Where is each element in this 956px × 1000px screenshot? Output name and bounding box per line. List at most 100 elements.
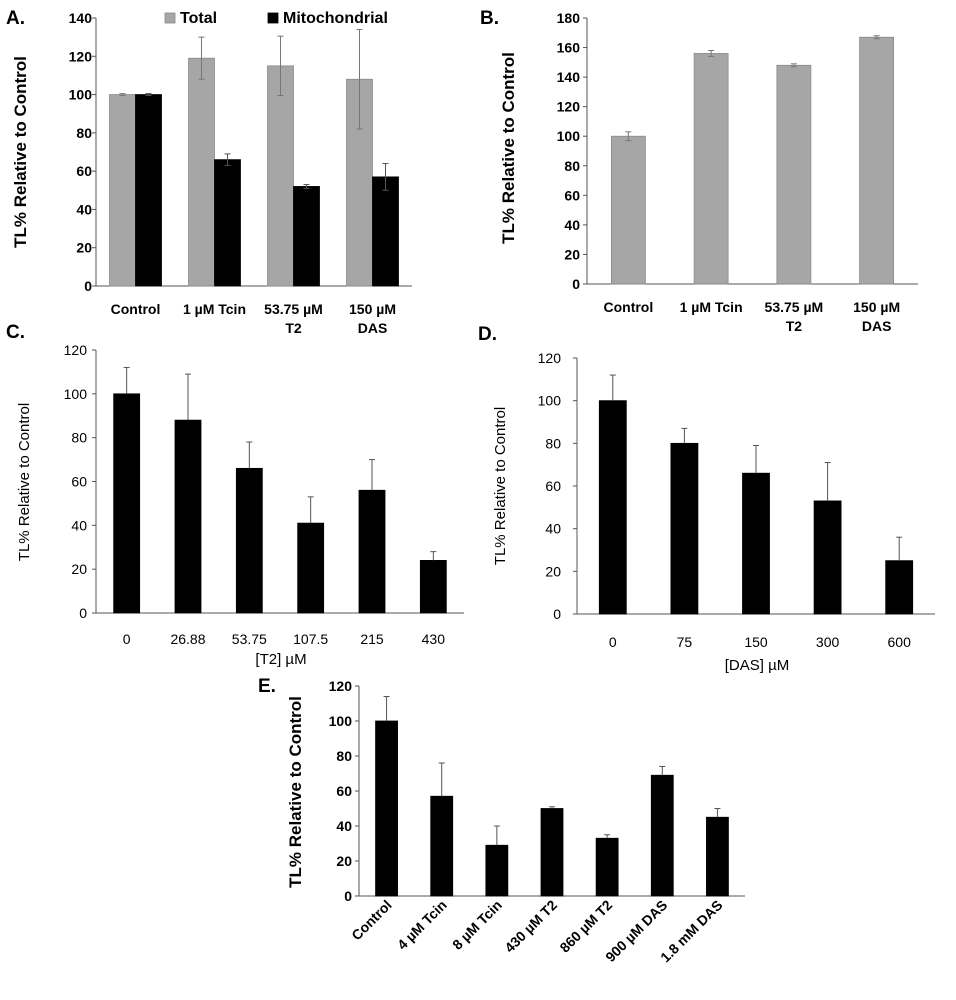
x-axis-label: [DAS] µM (725, 657, 789, 674)
y-tick-label: 20 (71, 561, 87, 577)
y-tick-label: 40 (545, 521, 561, 537)
bar (135, 94, 162, 287)
x-tick-label: 150 µM (853, 299, 900, 315)
y-tick-label: 80 (336, 748, 352, 764)
bar (375, 720, 398, 897)
y-tick-label: 60 (76, 163, 92, 179)
x-tick-label: 300 (816, 634, 840, 650)
y-tick-label: 160 (557, 40, 581, 56)
y-tick-label: 0 (344, 888, 352, 904)
bar (419, 560, 447, 614)
panel-label: E. (258, 676, 276, 697)
y-tick-label: 20 (545, 563, 561, 579)
bar (358, 489, 386, 614)
x-tick-label: 430 µM T2 (501, 897, 560, 956)
y-tick-label: 80 (76, 125, 92, 141)
y-tick-label: 120 (329, 678, 353, 694)
y-tick-label: 40 (564, 217, 580, 233)
y-axis-label: TL% Relative to Control (16, 403, 33, 561)
y-tick-label: 0 (79, 605, 87, 621)
y-tick-label: 100 (329, 713, 353, 729)
legend-swatch (267, 12, 279, 24)
y-tick-label: 80 (545, 435, 561, 451)
x-tick-label: 0 (123, 631, 131, 647)
x-tick-label: 150 (744, 634, 768, 650)
y-tick-label: 20 (336, 853, 352, 869)
y-tick-label: 0 (84, 278, 92, 294)
bar (372, 176, 399, 287)
y-tick-label: 0 (553, 606, 561, 622)
y-tick-label: 120 (69, 48, 93, 64)
panel-label: A. (6, 8, 25, 29)
bar (540, 808, 564, 897)
y-tick-label: 20 (564, 246, 580, 262)
y-tick-label: 120 (557, 99, 581, 115)
x-axis-label: [T2] µM (255, 651, 306, 668)
bar (267, 65, 294, 287)
y-tick-label: 60 (545, 478, 561, 494)
bar (670, 442, 699, 615)
x-tick-label: DAS (358, 320, 388, 336)
y-tick-label: 100 (64, 386, 88, 402)
y-tick-label: 80 (564, 158, 580, 174)
bar (109, 94, 136, 287)
bar (297, 522, 325, 614)
bar (742, 472, 770, 615)
x-tick-label: T2 (285, 320, 302, 336)
y-tick-label: 100 (557, 128, 581, 144)
chart-panel-b: B. 0 20 40 60 80 100 120 140 160 180 TL% Relative t… (480, 8, 918, 334)
bar (235, 467, 263, 614)
x-tick-label: 53.75 µM (264, 301, 323, 317)
x-tick-label: Control (348, 897, 395, 944)
bar (598, 400, 627, 615)
panel-label: B. (480, 8, 499, 29)
y-axis-label: TL% Relative to Control (492, 407, 509, 565)
x-tick-label: 150 µM (349, 301, 396, 317)
bar (485, 844, 509, 897)
y-tick-label: 60 (564, 187, 580, 203)
x-tick-label: 53.75 (232, 631, 267, 647)
bar (885, 560, 914, 615)
y-tick-label: 20 (76, 240, 92, 256)
x-tick-label: 26.88 (170, 631, 205, 647)
bar (214, 159, 241, 287)
y-tick-label: 140 (557, 69, 581, 85)
y-tick-label: 40 (336, 818, 352, 834)
y-tick-label: 180 (557, 10, 581, 26)
x-tick-label: Control (111, 301, 161, 317)
chart-panel-a: A. 0 20 40 60 80 100 120 140 TL% Relative to Cont… (6, 8, 412, 336)
chart-panel-e: E. 0 20 40 60 80 100 120 TL% Relative to Control… (258, 676, 745, 965)
x-tick-label: 860 µM T2 (556, 897, 615, 956)
x-tick-label: 4 µM Tcin (394, 897, 450, 953)
x-tick-label: 1 µM Tcin (680, 299, 743, 315)
x-tick-label: T2 (786, 318, 803, 334)
y-tick-label: 100 (69, 87, 93, 103)
x-tick-label: DAS (862, 318, 892, 334)
x-tick-label: 215 (360, 631, 384, 647)
x-tick-label: 1 µM Tcin (183, 301, 246, 317)
y-axis-label: TL% Relative to Control (11, 56, 30, 248)
bar (430, 795, 454, 897)
y-tick-label: 140 (69, 10, 93, 26)
y-axis-label: TL% Relative to Control (499, 52, 518, 244)
x-tick-label: 75 (677, 634, 693, 650)
y-tick-label: 60 (336, 783, 352, 799)
x-tick-label: 107.5 (293, 631, 328, 647)
legend-swatch (164, 12, 176, 24)
y-axis-label: TL% Relative to Control (286, 696, 305, 888)
x-tick-label: 600 (888, 634, 912, 650)
bar (293, 186, 320, 287)
y-tick-label: 0 (572, 276, 580, 292)
x-tick-label: 53.75 µM (765, 299, 824, 315)
bar (813, 500, 842, 615)
bar (693, 53, 729, 285)
y-tick-label: 40 (71, 517, 87, 533)
legend-label: Total (180, 10, 217, 27)
x-tick-label: Control (603, 299, 653, 315)
bar (113, 393, 141, 614)
y-tick-label: 40 (76, 201, 92, 217)
y-tick-label: 60 (71, 474, 87, 490)
y-tick-label: 120 (64, 342, 88, 358)
chart-panel-d: D. 0 20 40 60 80 100 120 TL% Relative to Control… (478, 324, 935, 674)
